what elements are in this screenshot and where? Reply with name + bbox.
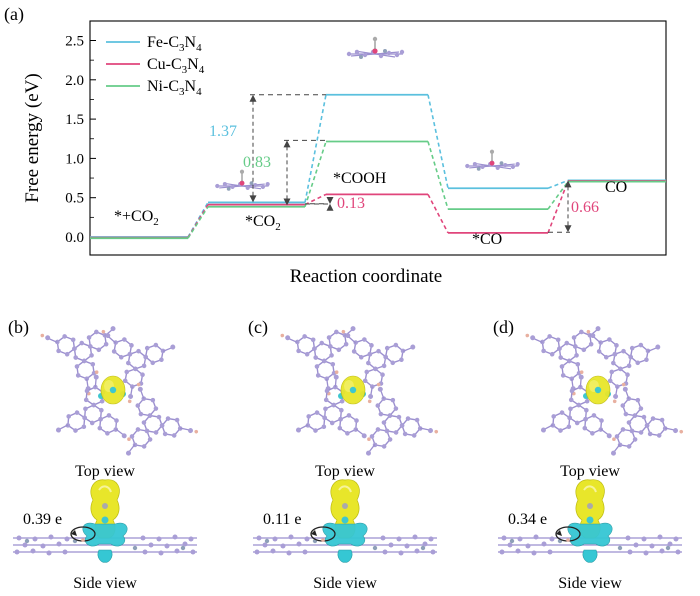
charge-transfer-value: 0.11 e — [263, 511, 302, 528]
panel-a-label: (a) — [4, 4, 24, 25]
transition-connector — [427, 141, 449, 210]
legend-label-part: 4 — [199, 64, 205, 76]
transition-connector — [187, 204, 209, 239]
step-label-part: *COOH — [333, 170, 387, 187]
legend-label: Fe-C3N4 — [147, 34, 202, 54]
plot-frame — [89, 20, 667, 256]
y-tick-label: 2.0 — [65, 73, 84, 89]
transition-connector — [547, 181, 569, 210]
cooh-adsorbed-structure-image — [346, 36, 405, 60]
transition-connector — [304, 193, 327, 206]
top-view-structure-image — [280, 323, 438, 458]
legend-label-part: Fe-C — [147, 34, 179, 51]
y-tick-label: 0.0 — [65, 230, 84, 246]
barrier-arrow-head — [564, 225, 572, 233]
barrier-arrow-head — [249, 195, 257, 203]
panel-label: (d) — [493, 317, 514, 338]
legend-label-part: 3 — [182, 64, 188, 76]
step-label-part: 2 — [153, 216, 159, 228]
barrier-value-label: 0.13 — [337, 195, 365, 212]
legend-label-part: Ni-C — [147, 78, 179, 95]
top-view-caption: Top view — [315, 463, 375, 480]
panel-label: (b) — [8, 317, 29, 338]
side-view-caption: Side view — [73, 575, 137, 592]
y-tick-label: 2.5 — [65, 34, 84, 50]
step-label-part: CO — [605, 179, 627, 196]
barrier-annotations: 1.37 0.83 0.13 0.66 — [209, 94, 599, 233]
step-label: *CO — [472, 231, 502, 248]
step-label-part: *CO — [472, 231, 502, 248]
barrier-value-label: 1.37 — [209, 123, 237, 140]
legend-label-part: 4 — [196, 86, 202, 98]
legend-label-part: 3 — [179, 42, 185, 54]
top-view-caption: Top view — [75, 463, 135, 480]
energy-diagram-axes: 0.0 0.5 1.0 1.5 2.0 2.5 Free energy (eV) Reac… — [22, 20, 667, 287]
charge-panel: (b) Top view 0.39 e Side view — [8, 317, 199, 592]
charge-panel: (d) Top view 0.34 e Side view — [493, 317, 684, 592]
energy-profile-series — [90, 93, 666, 240]
charge-panel: (c) Top view 0.11 e Side view — [248, 317, 439, 592]
top-view-caption: Top view — [560, 463, 620, 480]
legend-label-part: 4 — [196, 42, 202, 54]
barrier-value-label: 0.83 — [243, 154, 271, 171]
legend-label-part: N — [187, 56, 199, 73]
legend-label-part: Cu-C — [147, 56, 182, 73]
barrier-arrow-head — [564, 180, 572, 188]
side-view-caption: Side view — [558, 575, 622, 592]
legend-label-part: N — [185, 78, 197, 95]
top-view-structure-image — [40, 323, 198, 458]
transition-connector — [427, 94, 449, 189]
transition-connector — [304, 94, 327, 203]
charge-transfer-value: 0.39 e — [23, 511, 62, 528]
x-axis-title: Reaction coordinate — [290, 266, 442, 287]
y-axis-title: Free energy (eV) — [22, 73, 43, 202]
step-label-part: *+CO — [114, 208, 153, 225]
barrier-arrow-head — [283, 140, 291, 148]
transition-connector — [427, 194, 449, 234]
legend-label-part: N — [185, 34, 197, 51]
barrier-arrow-head — [283, 198, 291, 206]
transition-connector — [547, 180, 569, 234]
barrier-arrow-head — [326, 196, 334, 204]
legend-label: Ni-C3N4 — [147, 78, 202, 98]
y-axis-ticks: 0.0 0.5 1.0 1.5 2.0 2.5 — [65, 34, 96, 246]
barrier-arrow-head — [249, 94, 257, 102]
barrier-value-label: 0.66 — [571, 199, 599, 216]
charge-density-panels: (b) Top view 0.39 e Side view (c) Top view 0.1… — [8, 317, 684, 592]
transition-connector — [187, 202, 209, 238]
step-label: *CO2 — [245, 213, 281, 233]
step-label: *+CO2 — [114, 208, 159, 228]
step-label: *COOH — [333, 170, 387, 187]
side-view-caption: Side view — [313, 575, 377, 592]
y-tick-label: 0.5 — [65, 191, 84, 207]
legend-label-part: 3 — [179, 86, 185, 98]
transition-connector — [304, 141, 327, 208]
series-ni-c3n4 — [90, 140, 666, 240]
step-label-part: *CO — [245, 213, 275, 230]
barrier-arrow-head — [326, 203, 334, 211]
panel-label: (c) — [248, 317, 268, 338]
step-label-part: 2 — [275, 221, 281, 233]
co-adsorbed-structure-image — [464, 149, 521, 172]
legend-label: Cu-C3N4 — [147, 56, 205, 76]
transition-connector — [547, 179, 569, 190]
step-label: CO — [605, 179, 627, 196]
y-tick-label: 1.0 — [65, 151, 84, 167]
y-tick-label: 1.5 — [65, 112, 84, 128]
co2-adsorbed-structure-image — [214, 169, 271, 192]
charge-transfer-value: 0.34 e — [508, 511, 547, 528]
transition-connector — [187, 206, 209, 239]
top-view-structure-image — [525, 323, 683, 458]
